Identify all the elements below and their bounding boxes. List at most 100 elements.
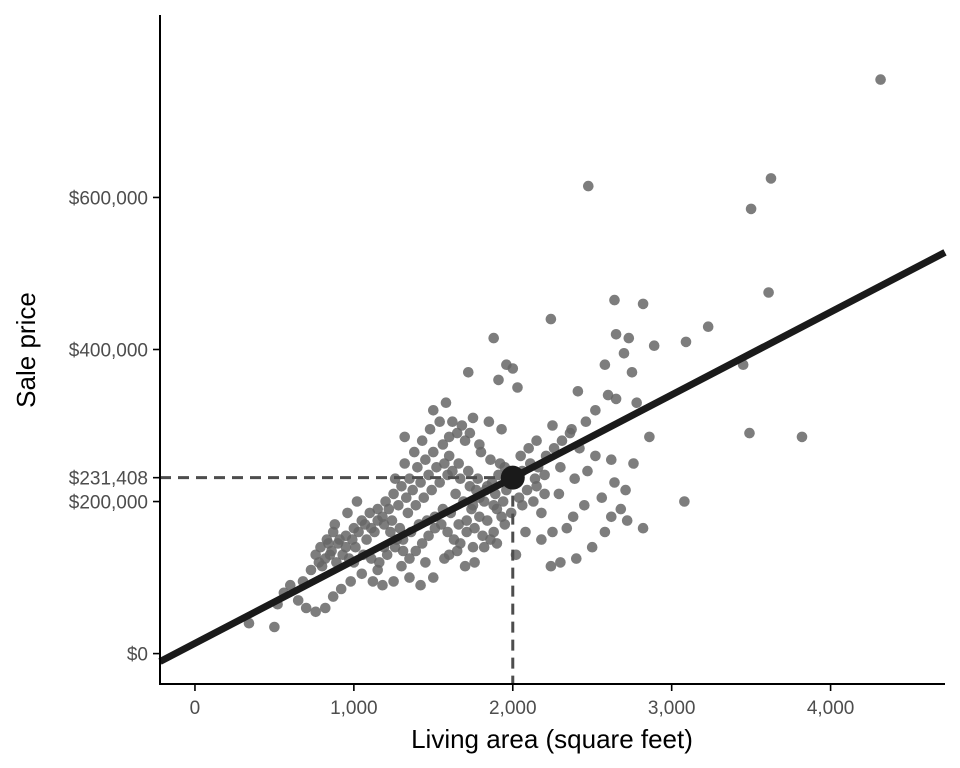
- data-point: [555, 462, 566, 473]
- data-point: [447, 465, 458, 477]
- data-point: [410, 545, 422, 557]
- data-point: [418, 492, 430, 504]
- data-point: [340, 541, 352, 553]
- data-point: [561, 522, 573, 534]
- data-point: [455, 473, 466, 485]
- data-point: [310, 549, 322, 561]
- data-point: [620, 484, 631, 496]
- data-point: [366, 522, 377, 534]
- data-point: [628, 458, 639, 469]
- data-point: [520, 526, 531, 538]
- data-point: [505, 507, 517, 519]
- y-axis-title: Sale price: [11, 292, 41, 408]
- highlight-point: [500, 465, 525, 490]
- data-point: [442, 526, 453, 538]
- data-point: [491, 538, 503, 549]
- data-point: [316, 560, 328, 572]
- data-point: [744, 427, 755, 439]
- data-point: [327, 591, 339, 602]
- data-point: [547, 420, 558, 431]
- data-point: [443, 549, 455, 561]
- x-axis-title: Living area (square feet): [411, 724, 693, 754]
- data-point: [513, 492, 525, 504]
- data-point: [397, 545, 409, 557]
- data-point: [590, 405, 601, 416]
- data-point: [399, 431, 411, 443]
- data-point: [618, 348, 630, 359]
- data-point: [485, 454, 496, 466]
- data-point: [431, 462, 442, 473]
- x-tick-label: 3,000: [648, 698, 696, 719]
- data-point: [631, 397, 642, 409]
- data-point: [415, 579, 426, 591]
- data-point: [621, 515, 633, 526]
- data-point: [428, 446, 439, 458]
- y-tick-label: $0: [127, 645, 148, 666]
- data-point: [545, 313, 557, 325]
- data-point: [609, 294, 620, 306]
- data-point: [564, 427, 576, 439]
- data-point: [497, 496, 509, 507]
- data-point: [394, 522, 406, 534]
- data-point: [512, 382, 523, 393]
- data-point: [609, 477, 620, 488]
- data-point: [412, 462, 423, 473]
- data-point: [586, 541, 598, 553]
- data-point: [383, 503, 395, 515]
- data-point: [572, 386, 584, 397]
- data-point: [455, 538, 466, 549]
- data-point: [644, 431, 655, 443]
- y-tick-label: $400,000: [69, 341, 148, 362]
- data-point: [488, 500, 500, 511]
- data-point: [610, 329, 622, 340]
- data-point: [443, 450, 455, 462]
- x-tick-label: 2,000: [489, 698, 537, 719]
- data-point: [402, 507, 414, 519]
- data-point: [539, 469, 550, 481]
- data-point: [443, 431, 455, 443]
- data-point: [745, 203, 757, 215]
- data-point: [569, 473, 580, 485]
- data-point: [386, 515, 398, 526]
- data-point: [583, 180, 594, 192]
- data-point: [407, 484, 419, 496]
- data-point: [637, 298, 649, 310]
- data-point: [539, 488, 550, 500]
- data-point: [428, 572, 439, 583]
- data-point: [459, 435, 471, 447]
- data-point: [423, 530, 434, 542]
- data-point: [582, 465, 593, 477]
- data-point: [875, 74, 886, 85]
- data-point: [477, 530, 488, 542]
- data-point: [399, 458, 411, 469]
- data-point: [415, 477, 426, 488]
- data-point: [436, 519, 447, 530]
- data-point: [409, 446, 420, 458]
- data-point: [478, 541, 490, 553]
- data-point: [372, 564, 384, 576]
- data-point: [451, 427, 463, 439]
- data-point: [351, 496, 363, 507]
- data-point: [496, 424, 507, 435]
- data-point: [796, 431, 808, 443]
- data-point: [488, 332, 500, 344]
- y-tick-label: $600,000: [69, 188, 148, 209]
- data-point: [626, 367, 638, 378]
- data-point: [353, 526, 364, 538]
- data-point: [420, 557, 431, 568]
- data-point: [474, 511, 485, 523]
- data-point: [529, 473, 541, 485]
- data-point: [515, 450, 526, 462]
- data-point: [404, 553, 415, 564]
- data-point: [648, 340, 660, 352]
- data-point: [453, 458, 465, 469]
- data-point: [464, 427, 476, 439]
- data-point: [410, 500, 422, 511]
- data-point: [623, 332, 635, 344]
- data-point: [496, 511, 507, 523]
- data-point: [528, 496, 539, 507]
- data-point: [521, 484, 533, 496]
- data-point: [342, 507, 353, 519]
- data-point: [292, 595, 304, 606]
